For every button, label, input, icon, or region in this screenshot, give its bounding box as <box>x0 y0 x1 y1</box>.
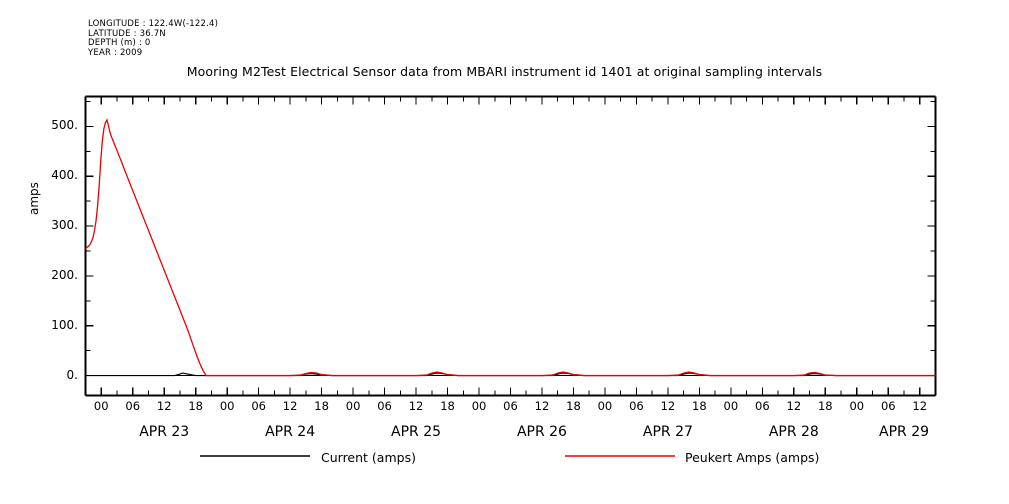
x-date-label: APR 26 <box>516 424 567 440</box>
x-hour-label: 18 <box>314 399 329 413</box>
legend-label-current: Current (amps) <box>321 450 416 465</box>
x-date-label: APR 28 <box>768 424 819 440</box>
station-metadata: LONGITUDE : 122.4W(-122.4) LATITUDE : 36… <box>88 19 219 58</box>
x-hour-label: 06 <box>880 399 896 413</box>
x-hour-label: 06 <box>629 399 644 413</box>
x-hour-label: 06 <box>377 399 392 413</box>
x-hour-label: 00 <box>219 399 235 413</box>
x-date-label: APR 25 <box>391 424 442 440</box>
y-tick-label: 500. <box>51 118 78 133</box>
x-hour-label: 00 <box>345 399 361 413</box>
x-hour-label: 06 <box>503 399 518 413</box>
metadata-depth: DEPTH (m) : 0 <box>88 38 151 49</box>
x-hour-label: 12 <box>786 399 802 413</box>
x-hour-label: 06 <box>251 399 266 413</box>
x-hour-label: 18 <box>440 399 455 413</box>
y-tick-label: 200. <box>51 267 78 282</box>
x-date-label: APR 23 <box>139 424 190 440</box>
axes-group <box>84 95 937 397</box>
x-hour-label: 00 <box>849 399 865 413</box>
plot-frame <box>84 95 937 397</box>
x-date-label: APR 27 <box>642 424 693 440</box>
x-hour-label: 12 <box>534 399 550 413</box>
x-hour-label: 12 <box>912 399 928 413</box>
y-tick-label: 300. <box>51 218 78 233</box>
legend-label-peukert: Peukert Amps (amps) <box>685 450 820 465</box>
x-hour-label: 00 <box>597 399 613 413</box>
series-line-peukert <box>85 118 936 377</box>
x-hour-label: 12 <box>282 399 298 413</box>
metadata-year: YEAR : 2009 <box>88 47 143 58</box>
x-hour-label: 18 <box>692 399 707 413</box>
x-hour-label: 00 <box>93 399 109 413</box>
x-hour-label: 18 <box>566 399 581 413</box>
series-group <box>85 118 936 377</box>
chart-title: Mooring M2Test Electrical Sensor data fr… <box>186 64 823 79</box>
metadata-latitude: LATITUDE : 36.7N <box>88 28 166 39</box>
y-tick-label: 400. <box>51 168 78 183</box>
x-hour-label: 06 <box>755 399 770 413</box>
metadata-longitude: LONGITUDE : 122.4W(-122.4) <box>88 19 219 29</box>
x-hour-label: 12 <box>408 399 424 413</box>
x-date-label: APR 24 <box>265 424 316 440</box>
x-hour-label: 00 <box>723 399 739 413</box>
x-hour-label: 12 <box>156 399 172 413</box>
x-hour-label: 12 <box>660 399 676 413</box>
x-date-label: APR 29 <box>879 424 930 440</box>
y-tick-label: 100. <box>51 317 78 332</box>
x-hour-label: 18 <box>188 399 203 413</box>
x-hour-label: 06 <box>125 399 141 413</box>
y-tick-label: 0. <box>66 367 78 382</box>
x-hour-label: 18 <box>817 399 833 413</box>
x-hour-label: 00 <box>471 399 487 413</box>
